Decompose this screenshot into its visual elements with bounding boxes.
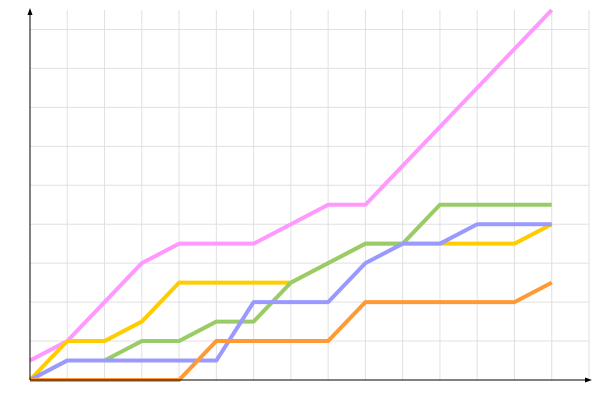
- y-axis-arrow: [27, 8, 33, 15]
- line-series: [29, 8, 554, 363]
- line-series: [29, 202, 552, 382]
- x-axis-arrow: [585, 377, 592, 383]
- grid: [29, 10, 590, 381]
- line-series: [29, 222, 552, 382]
